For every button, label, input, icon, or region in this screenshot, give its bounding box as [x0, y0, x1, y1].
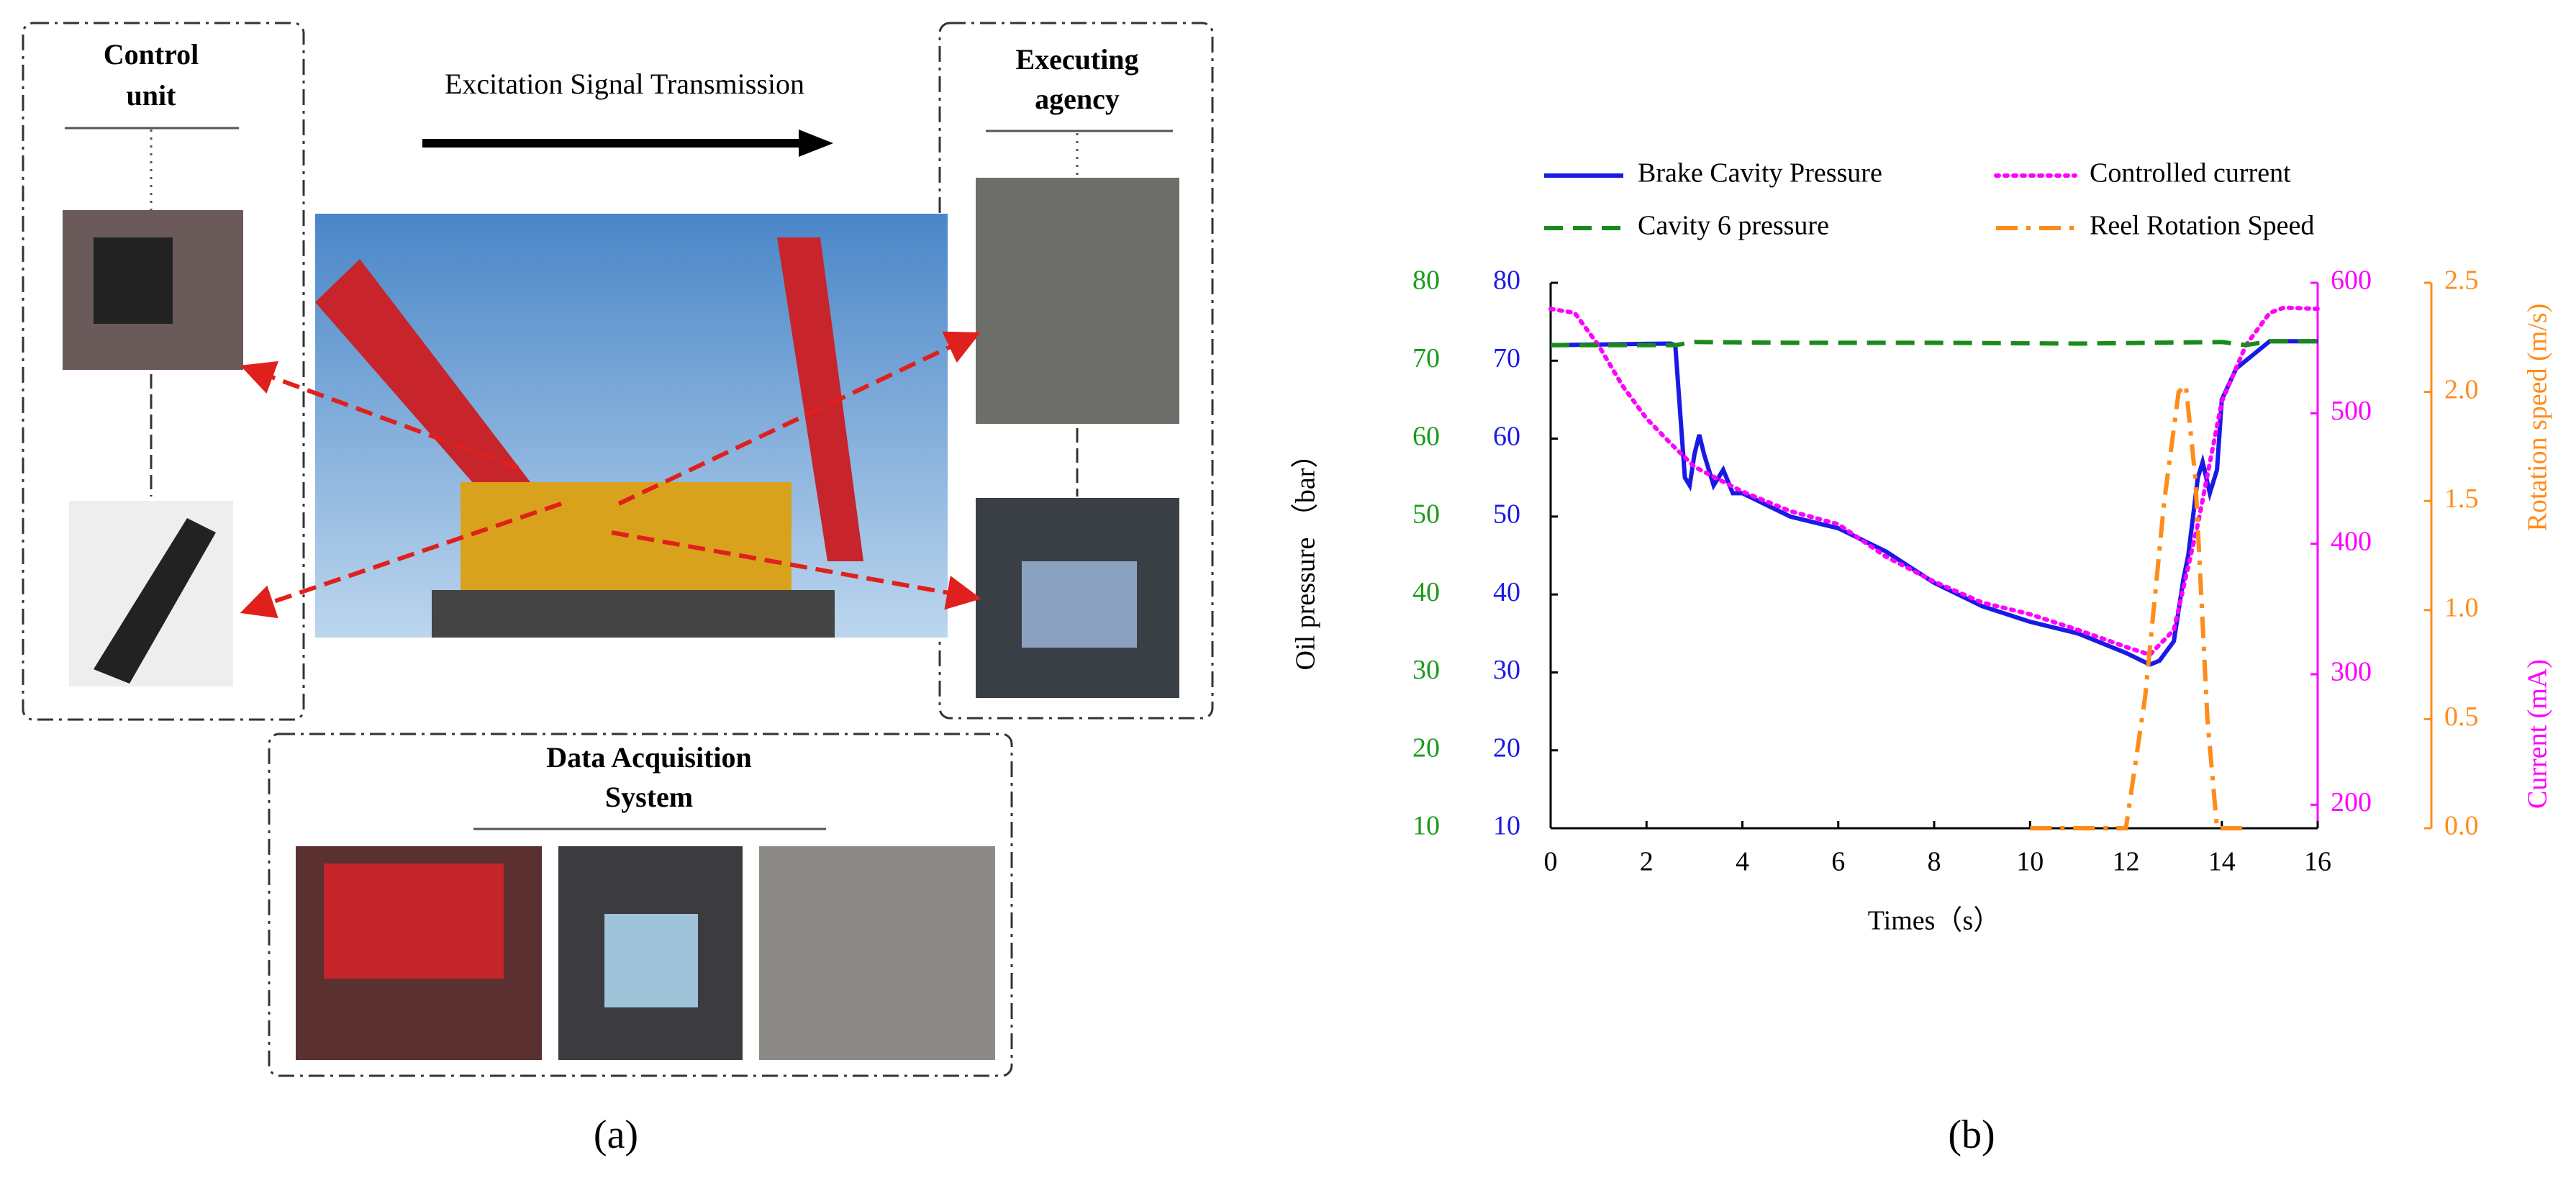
- x-axis-label: Times（s）: [1868, 906, 2000, 936]
- control-box: [22, 22, 305, 721]
- y-tick-label: 20: [1493, 733, 1520, 763]
- title-line: unit: [127, 79, 177, 112]
- x-tick-label: 12: [2113, 847, 2140, 877]
- y3-tick-label: 0.0: [2444, 811, 2479, 841]
- y-tick-label: 20: [1412, 733, 1440, 763]
- y-tick-label: 60: [1493, 421, 1520, 451]
- y2-tick-label: 600: [2331, 266, 2372, 296]
- title-line: agency: [1035, 83, 1120, 115]
- y-tick-label: 80: [1412, 266, 1440, 296]
- x-tick-label: 16: [2304, 847, 2331, 877]
- photo-detail: [324, 864, 504, 979]
- arrow-head: [799, 130, 833, 157]
- x-tick-label: 14: [2208, 847, 2236, 877]
- daq-box: [268, 733, 1013, 1077]
- y3-tick-label: 2.5: [2444, 266, 2479, 296]
- y2-tick-label: 300: [2331, 657, 2372, 687]
- y2-tick-label: 400: [2331, 526, 2372, 556]
- chart: 0 2 4 6 8 10 12 14 16 10 10 20 20 30 30 40 40 50 50 60 60 70 7…: [1291, 158, 2553, 936]
- series-line: [1551, 339, 2318, 348]
- legend-label: Brake Cavity Pressure: [1638, 158, 1882, 189]
- red-arrows: [240, 331, 981, 619]
- y-tick-label: 30: [1412, 655, 1440, 685]
- x-tick-label: 2: [1640, 847, 1654, 877]
- x-tick-label: 6: [1831, 847, 1845, 877]
- legend-label: Reel Rotation Speed: [2090, 211, 2314, 241]
- y-tick-label: 60: [1412, 421, 1440, 451]
- x-tick-label: 10: [2016, 847, 2044, 877]
- photo-detail: [432, 590, 835, 638]
- panel-label: (b): [1948, 1112, 1995, 1157]
- panel-label: (a): [594, 1112, 638, 1157]
- y-tick-label: 30: [1493, 655, 1520, 685]
- y-tick-label: 10: [1493, 811, 1520, 841]
- title-line: System: [605, 781, 693, 813]
- y3-tick-label: 2.0: [2444, 374, 2479, 404]
- photo-detail: [1022, 561, 1137, 648]
- y-tick-label: 70: [1493, 343, 1520, 373]
- x-tick-label: 4: [1736, 847, 1749, 877]
- y2-tick-label: 500: [2331, 396, 2372, 426]
- y-tick-label: 70: [1412, 343, 1440, 373]
- y3-tick-label: 1.5: [2444, 484, 2479, 514]
- y3-axis-label: Rotation speed (m/s): [2523, 304, 2553, 532]
- y-tick-label: 10: [1412, 811, 1440, 841]
- y3-tick-label: 0.5: [2444, 702, 2479, 732]
- photo-detail: [94, 518, 216, 684]
- title-line: Control: [104, 38, 199, 71]
- photo-detail: [94, 237, 173, 324]
- photo-detail: [777, 237, 863, 561]
- y-tick-label: 40: [1412, 577, 1440, 607]
- photo-sensor: [759, 846, 995, 1060]
- photo-winch: [976, 178, 1179, 424]
- series-line: [2030, 381, 2246, 830]
- red-arrow: [240, 361, 520, 470]
- series-line: [1548, 305, 2320, 658]
- x-tick-label: 8: [1928, 847, 1941, 877]
- red-arrow: [240, 502, 562, 619]
- y-tick-label: 40: [1493, 577, 1520, 607]
- transmission-label: Excitation Signal Transmission: [445, 68, 804, 100]
- photo-detail: [604, 914, 698, 1007]
- y-tick-label: 80: [1493, 266, 1520, 296]
- legend-label: Cavity 6 pressure: [1638, 211, 1829, 241]
- y-tick-label: 50: [1412, 499, 1440, 530]
- title-line: Data Acquisition: [546, 741, 752, 774]
- photo-detail: [315, 259, 547, 518]
- y-axis-label: Oil pressure （bar）: [1291, 441, 1321, 671]
- y-tick-label: 50: [1493, 499, 1520, 530]
- red-arrow: [611, 530, 981, 610]
- x-tick-label: 0: [1544, 847, 1558, 877]
- legend-label: Controlled current: [2090, 158, 2291, 189]
- y2-tick-label: 200: [2331, 787, 2372, 817]
- red-arrow: [617, 331, 981, 506]
- diagram: Control unit Excitation Signal Transmiss…: [22, 22, 1995, 1157]
- title-line: Executing: [1015, 43, 1138, 76]
- y2-axis-label: Current (mA): [2523, 659, 2553, 809]
- y3-tick-label: 1.0: [2444, 593, 2479, 623]
